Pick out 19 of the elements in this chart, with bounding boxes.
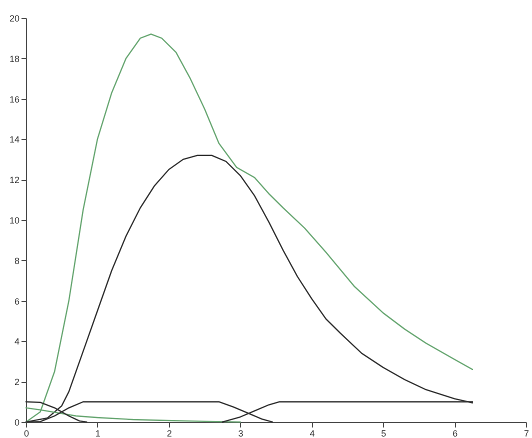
y-tick-label: 2 [14,377,20,388]
x-tick-label: 3 [238,428,244,438]
y-tick-label: 18 [9,54,20,64]
y-tick-label: 16 [9,94,20,104]
y-tick-label: 6 [14,296,20,306]
y-tick-label: 14 [9,134,20,145]
y-tick-label: 0 [14,418,20,428]
y-tick-label: 12 [9,175,20,186]
y-tick-label: 10 [9,216,20,226]
x-tick-label: 6 [452,428,458,438]
x-tick-label: 1 [95,428,100,438]
y-tick-label: 8 [14,256,20,266]
y-tick-label: 20 [9,14,20,24]
x-tick-label: 7 [524,428,530,438]
y-tick-label: 4 [14,336,20,347]
x-tick-label: 5 [381,428,386,438]
x-tick-label: 4 [310,428,315,438]
x-tick-label: 2 [166,428,172,438]
x-tick-label: 0 [24,428,30,438]
